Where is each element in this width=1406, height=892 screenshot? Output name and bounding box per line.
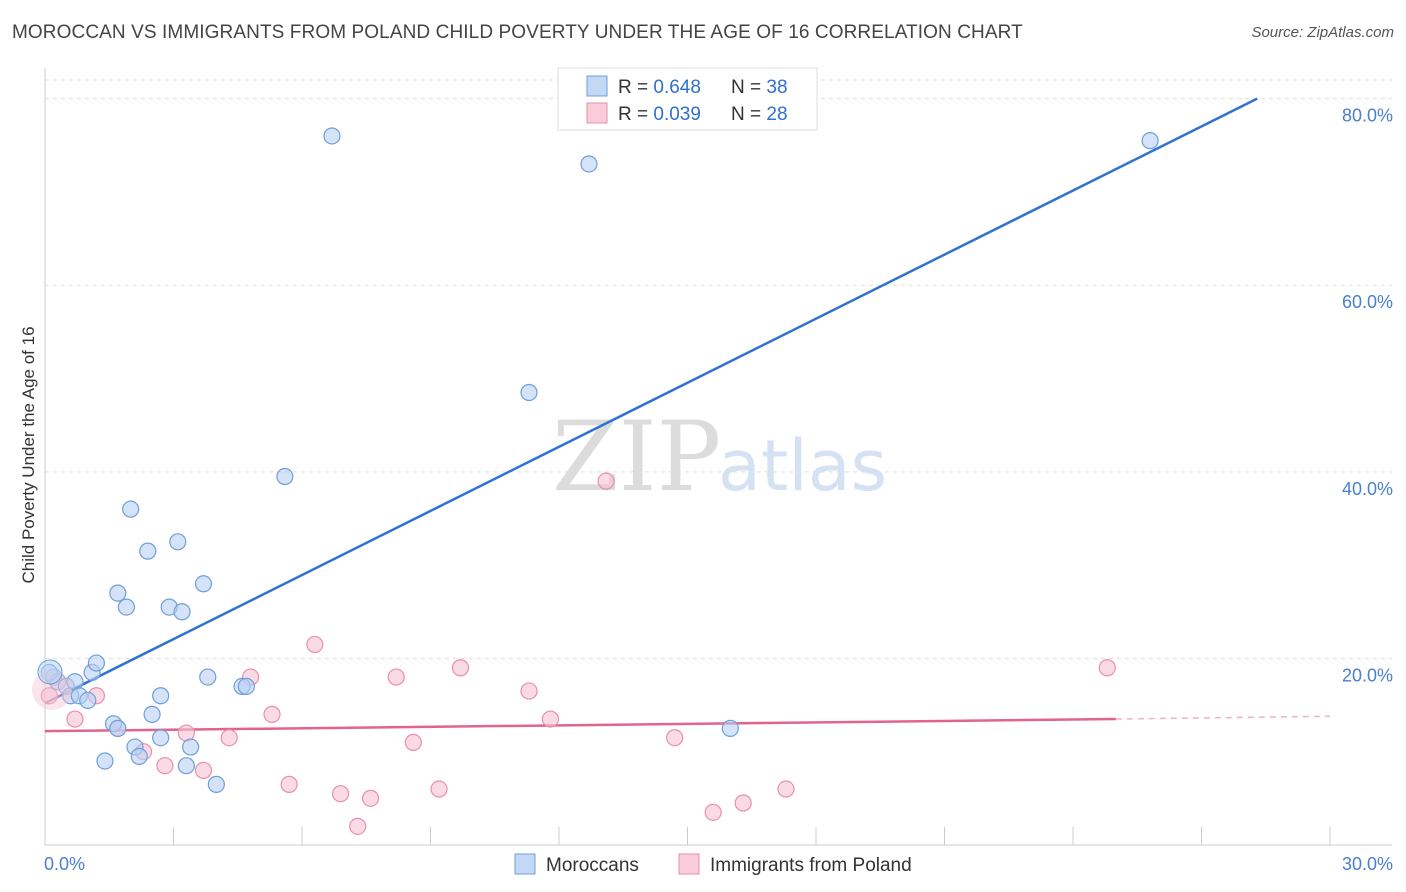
stats-legend: R = 0.648 N = 38 R = 0.039 N = 28 — [557, 67, 818, 131]
points-layer — [32, 127, 1159, 835]
data-point-moroccans — [143, 705, 161, 723]
legend-swatch-poland — [586, 102, 608, 124]
data-point-moroccans — [323, 127, 341, 145]
y-tick-label: 80.0% — [1342, 106, 1393, 126]
data-point-moroccans — [122, 500, 140, 518]
data-point-poland — [1098, 659, 1116, 677]
data-point-moroccans — [152, 729, 170, 747]
data-point-poland — [156, 757, 174, 775]
legend-n-label: N = — [731, 77, 766, 98]
data-point-moroccans — [169, 533, 187, 551]
trend-line-poland — [44, 717, 1116, 733]
data-point-poland — [777, 780, 795, 798]
series-legend: Moroccans Immigrants from Poland — [514, 853, 912, 876]
data-point-poland — [541, 710, 560, 728]
data-point-poland — [520, 682, 538, 700]
trend-line-moroccans — [44, 97, 1258, 705]
y-tick-label: 40.0% — [1342, 479, 1393, 499]
watermark-atlas: atlas — [718, 425, 887, 507]
axes-layer — [44, 68, 1392, 846]
x-tick-label-max: 30.0% — [1342, 854, 1393, 874]
data-point-poland — [404, 733, 422, 751]
data-point-moroccans — [139, 542, 157, 560]
data-point-poland — [194, 761, 213, 779]
legend-r-value: 0.039 — [653, 104, 701, 125]
legend-n-label: N = — [731, 104, 766, 125]
data-point-moroccans — [96, 752, 114, 770]
data-point-poland — [451, 659, 470, 677]
trend-line-poland-extension — [1115, 715, 1331, 720]
data-point-poland — [704, 803, 722, 821]
data-point-moroccans — [79, 691, 97, 709]
legend-row-moroccans: R = 0.648 N = 38 — [618, 77, 788, 98]
data-point-poland — [387, 668, 405, 686]
data-point-poland — [306, 635, 324, 654]
y-axis-label: Child Poverty Under the Age of 16 — [19, 326, 38, 583]
data-point-poland — [220, 729, 238, 747]
legend-n-value: 38 — [766, 77, 787, 98]
series-legend-poland: Immigrants from Poland — [710, 855, 912, 876]
data-point-poland — [361, 789, 380, 807]
data-point-poland — [666, 729, 684, 747]
series-legend-swatch-moroccans — [514, 853, 536, 875]
data-point-moroccans — [276, 467, 294, 486]
data-point-poland — [430, 780, 448, 798]
legend-r-label: R = — [618, 104, 653, 125]
data-point-moroccans — [177, 757, 195, 775]
data-point-moroccans — [117, 598, 135, 616]
data-point-moroccans — [109, 584, 127, 602]
legend-n-value: 28 — [766, 104, 787, 125]
data-point-moroccans — [520, 383, 538, 402]
data-point-poland — [349, 817, 367, 835]
data-point-moroccans — [182, 738, 200, 756]
grid-layer — [45, 79, 1392, 659]
source-label: Source: ZipAtlas.com — [1251, 24, 1394, 41]
legend-swatch-moroccans — [586, 75, 608, 97]
data-point-moroccans — [109, 719, 127, 737]
data-point-moroccans — [173, 603, 191, 621]
data-point-moroccans — [199, 668, 217, 686]
series-legend-moroccans: Moroccans — [546, 855, 639, 876]
data-point-moroccans — [152, 687, 170, 705]
data-point-poland — [597, 472, 615, 490]
tick-labels: 20.0% 40.0% 60.0% 80.0% 0.0% 30.0% — [44, 106, 1393, 874]
series-legend-swatch-poland — [678, 853, 700, 875]
data-point-poland — [66, 710, 84, 728]
data-point-moroccans — [580, 155, 598, 173]
chart-title: MOROCCAN VS IMMIGRANTS FROM POLAND CHILD… — [12, 22, 1023, 43]
data-point-moroccans — [1141, 132, 1159, 150]
data-point-poland — [734, 794, 752, 812]
data-point-moroccans — [207, 775, 225, 793]
legend-r-value: 0.648 — [653, 77, 701, 98]
data-point-moroccans — [237, 677, 255, 696]
legend-r-label: R = — [618, 77, 653, 98]
data-point-moroccans — [721, 719, 739, 737]
data-point-moroccans-cluster — [37, 659, 63, 685]
data-point-poland — [280, 775, 298, 793]
data-point-poland — [40, 687, 58, 705]
data-point-poland — [331, 785, 350, 803]
data-point-moroccans — [87, 654, 106, 672]
watermark: ZIP atlas — [552, 401, 887, 513]
data-point-poland — [263, 705, 281, 723]
y-tick-label: 20.0% — [1342, 665, 1393, 685]
y-tick-label: 60.0% — [1342, 292, 1393, 312]
legend-row-poland: R = 0.039 N = 28 — [618, 104, 788, 125]
data-point-moroccans — [130, 747, 148, 765]
trend-layer — [44, 97, 1331, 733]
x-tick-label-min: 0.0% — [44, 854, 85, 874]
data-point-moroccans — [194, 575, 213, 593]
watermark-zip: ZIP — [552, 401, 721, 513]
